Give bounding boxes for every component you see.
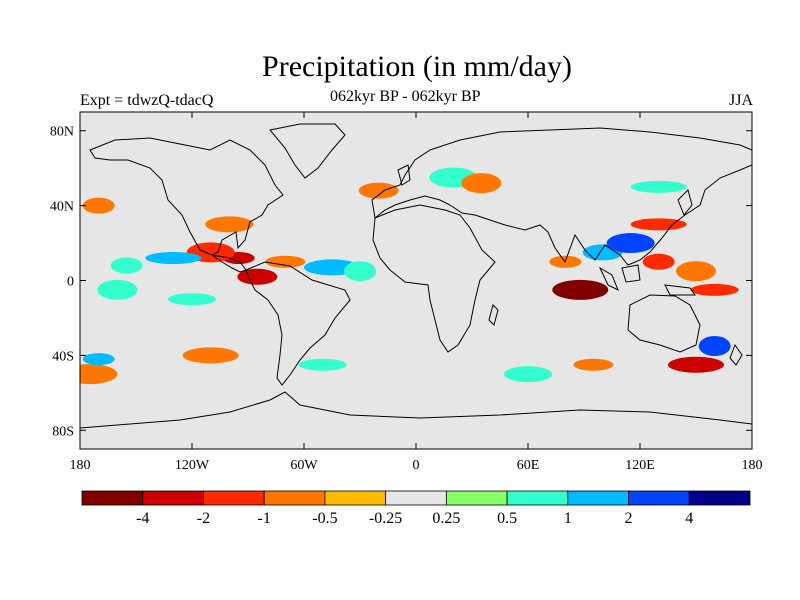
colorbar-label: 1 xyxy=(564,510,572,527)
map-subtitle: 062kyr BP - 062kyr BP xyxy=(330,88,481,105)
anomaly-region xyxy=(344,261,376,282)
anomaly-regions xyxy=(80,167,739,385)
coastline-sumatra xyxy=(598,266,619,292)
anomaly-region xyxy=(82,197,115,214)
anomaly-region xyxy=(630,218,687,231)
anomaly-region xyxy=(168,293,216,306)
anomaly-region xyxy=(606,233,655,254)
anomaly-region xyxy=(82,353,115,366)
colorbar-label: 0.25 xyxy=(432,510,460,527)
lon-tick-label: 120W xyxy=(175,458,210,473)
coastlines xyxy=(80,123,752,429)
anomaly-region xyxy=(676,261,716,282)
lon-tick-label: 0 xyxy=(413,458,420,473)
map-background xyxy=(80,112,752,449)
lat-tick-label: 0 xyxy=(67,275,74,290)
anomaly-region xyxy=(698,336,731,357)
lon-tick-label: 60E xyxy=(517,458,540,473)
anomaly-region xyxy=(504,366,552,383)
colorbar-label: 0.5 xyxy=(497,510,517,527)
lat-tick-label: 80S xyxy=(52,424,74,439)
lon-tick-label: 180 xyxy=(742,458,763,473)
anomaly-region xyxy=(573,358,614,371)
colorbar-label: -0.25 xyxy=(369,510,402,527)
coastline-borneo xyxy=(621,264,641,283)
lon-tick-label: 180 xyxy=(70,458,91,473)
colorbar-label: -4 xyxy=(136,510,149,527)
coastline-north-america xyxy=(89,137,284,256)
anomaly-region xyxy=(642,253,675,270)
colorbar-swatch xyxy=(445,490,508,506)
anomaly-region xyxy=(552,279,609,300)
anomaly-region xyxy=(668,356,724,373)
colorbar-swatch xyxy=(142,490,204,506)
season-label: JJA xyxy=(728,92,753,109)
coastline-eurasia xyxy=(371,127,752,266)
anomaly-region xyxy=(205,216,254,233)
colorbar-swatch xyxy=(203,490,265,506)
coastline-antarctica xyxy=(80,391,752,429)
colorbar-label: -0.5 xyxy=(312,510,337,527)
anomaly-region xyxy=(97,279,138,300)
colorbar-label: -2 xyxy=(197,510,210,527)
lat-tick-label: 40S xyxy=(52,349,74,364)
coastline-new-guinea xyxy=(664,284,696,296)
colorbar-label: 4 xyxy=(685,510,693,527)
coastline-greenland xyxy=(269,123,346,179)
coastline-australia xyxy=(627,294,701,353)
map-ticks xyxy=(79,112,753,449)
colorbar-swatch xyxy=(688,490,751,506)
lat-tick-label: 80N xyxy=(50,125,74,140)
coastline-japan xyxy=(677,189,693,216)
anomaly-region xyxy=(265,255,306,268)
colorbar-swatch xyxy=(506,490,569,506)
coastline-madagascar xyxy=(488,304,499,326)
coastline-central-america xyxy=(211,254,247,273)
lon-tick-label: 60W xyxy=(290,458,318,473)
anomaly-region xyxy=(298,358,347,371)
coastline-uk xyxy=(397,164,411,186)
map-tick-labels: 180 120W 60W 0 60E 120E 180 80N 40N 0 40S 80S xyxy=(50,125,763,473)
anomaly-region xyxy=(110,257,143,274)
anomaly-region xyxy=(461,173,502,194)
experiment-label: Expt = tdwzQ-tdacQ xyxy=(80,92,214,109)
page-title: Precipitation (in mm/day) xyxy=(262,50,572,83)
colorbar-label: 2 xyxy=(625,510,633,527)
colorbar-label: -1 xyxy=(258,510,271,527)
anomaly-region xyxy=(358,182,399,199)
colorbar-swatch xyxy=(324,490,387,506)
colorbar: -4 -2 -1 -0.5 -0.25 0.25 0.5 1 2 4 xyxy=(81,490,751,527)
colorbar-swatch xyxy=(263,490,326,506)
anomaly-region xyxy=(630,180,687,193)
anomaly-region xyxy=(182,347,239,364)
anomaly-region xyxy=(80,364,118,385)
lon-tick-label: 120E xyxy=(625,458,655,473)
colorbar-swatch xyxy=(385,490,447,506)
coastline-south-america xyxy=(245,261,351,386)
coastline-new-zealand xyxy=(729,343,743,366)
lat-tick-label: 40N xyxy=(50,200,74,215)
anomaly-region xyxy=(690,283,739,296)
coastline-africa xyxy=(372,204,496,353)
anomaly-region xyxy=(145,252,202,265)
colorbar-swatch xyxy=(81,490,144,506)
colorbar-swatch xyxy=(628,490,690,506)
colorbar-swatch xyxy=(567,490,629,506)
